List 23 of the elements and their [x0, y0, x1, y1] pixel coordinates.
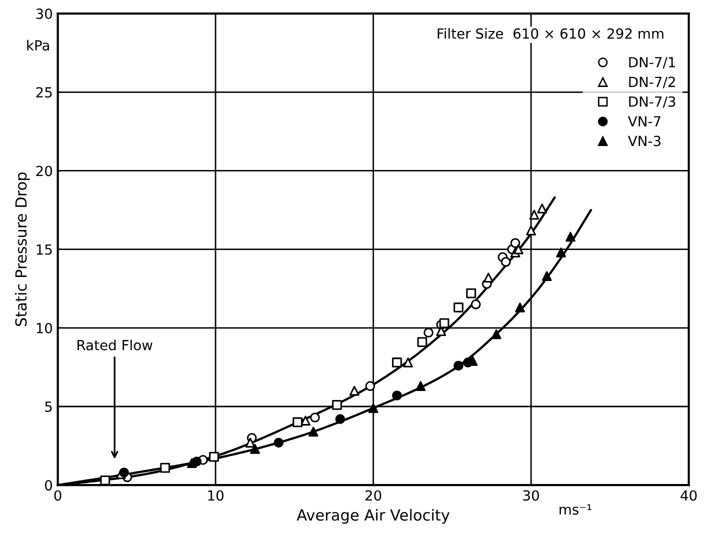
y-tick-label: 15 [36, 244, 52, 255]
annotation: Filter Size 610 × 610 × 292 mm [438, 28, 664, 39]
x-tick-label: 30 [523, 490, 539, 501]
x-tick-label: 40 [680, 490, 697, 501]
y-tick-label: 0 [45, 480, 52, 491]
x-tick-label: 20 [365, 490, 382, 501]
text: ms⁻¹ [560, 504, 592, 515]
legend-label: DN-7/2 [629, 76, 675, 88]
y-tick-label: 5 [45, 402, 52, 412]
x-tick-label: 0 [54, 490, 62, 501]
legend-label: DN-7/3 [629, 96, 676, 108]
text: kPa [27, 40, 49, 51]
legend-label: VN-3 [628, 136, 660, 146]
y-axis-title: Static Pressure Drop [14, 172, 30, 326]
y-tick-label: 10 [36, 322, 52, 334]
x-tick-label: 10 [208, 490, 224, 501]
legend-label: DN-7/1 [629, 57, 676, 69]
y-tick-label: 30 [36, 8, 52, 20]
annotation: Rated Flow [78, 340, 152, 350]
y-tick-label: 20 [36, 166, 52, 176]
x-axis-title: Average Air Velocity [296, 508, 450, 524]
y-tick-label: 25 [36, 87, 52, 98]
legend-label: VN-7 [628, 116, 660, 126]
